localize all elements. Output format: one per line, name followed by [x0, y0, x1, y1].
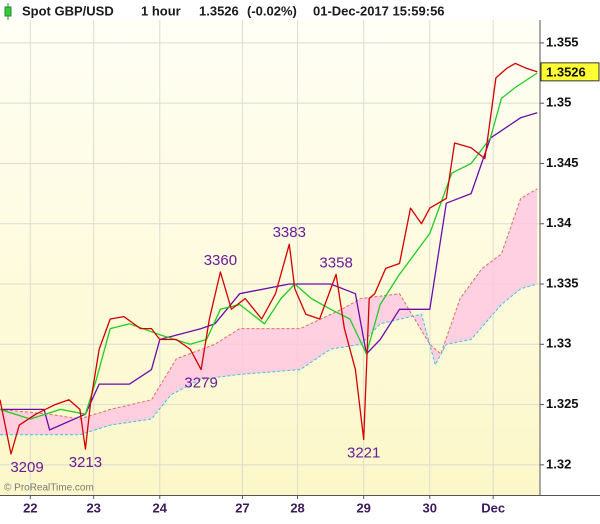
- price-tag-label: 1.3526: [546, 64, 586, 79]
- header: Spot GBP/USD 1 hour 1.3526 (-0.02%) 01-D…: [4, 3, 445, 20]
- credit: © ProRealTime.com: [4, 483, 94, 494]
- grid: [0, 20, 540, 495]
- x-tick-label: 24: [153, 500, 168, 515]
- change: (-0.02%): [247, 3, 297, 18]
- y-tick-label: 1.325: [546, 396, 579, 411]
- annotation: 3383: [273, 224, 306, 241]
- cloud-upper: [0, 188, 538, 420]
- annotation: 3279: [184, 375, 217, 392]
- x-tick-label: 27: [235, 500, 249, 515]
- annotation: 3221: [347, 445, 380, 462]
- timestamp: 01-Dec-2017 15:59:56: [313, 3, 445, 18]
- y-tick-label: 1.33: [546, 336, 571, 351]
- y-tick-label: 1.34: [546, 215, 572, 230]
- instrument: Spot GBP/USD: [22, 3, 114, 18]
- last-price: 1.3526: [199, 3, 239, 18]
- y-tick-label: 1.35: [546, 95, 571, 110]
- x-tick-label: 23: [86, 500, 100, 515]
- x-tick-label: 28: [290, 500, 304, 515]
- annotation: 3209: [10, 459, 43, 476]
- y-tick-label: 1.355: [546, 34, 579, 49]
- series-line: [0, 72, 538, 420]
- annotation: 3213: [69, 454, 102, 471]
- series-line: [0, 62, 538, 455]
- x-tick-label: 30: [423, 500, 437, 515]
- annotation: 3360: [204, 252, 237, 269]
- y-tick-label: 1.335: [546, 275, 579, 290]
- timeframe: 1 hour: [141, 3, 181, 18]
- plot: 3209 3213 3279 3360 3383 3358 3221: [0, 62, 538, 476]
- cloud-lower: [0, 283, 538, 436]
- axes: 1.32 1.325 1.33 1.335 1.34 1.345 1.35 1.355 22 23…: [23, 34, 600, 515]
- y-tick-label: 1.345: [546, 155, 579, 170]
- x-tick-label: 22: [23, 500, 37, 515]
- icon-body: [4, 6, 12, 17]
- annotation: 3358: [319, 254, 352, 271]
- x-tick-label: 29: [356, 500, 370, 515]
- price-tag: [540, 62, 600, 82]
- x-tick-label: Dec: [481, 500, 505, 515]
- series-line: [0, 112, 538, 431]
- y-tick-label: 1.32: [546, 456, 571, 471]
